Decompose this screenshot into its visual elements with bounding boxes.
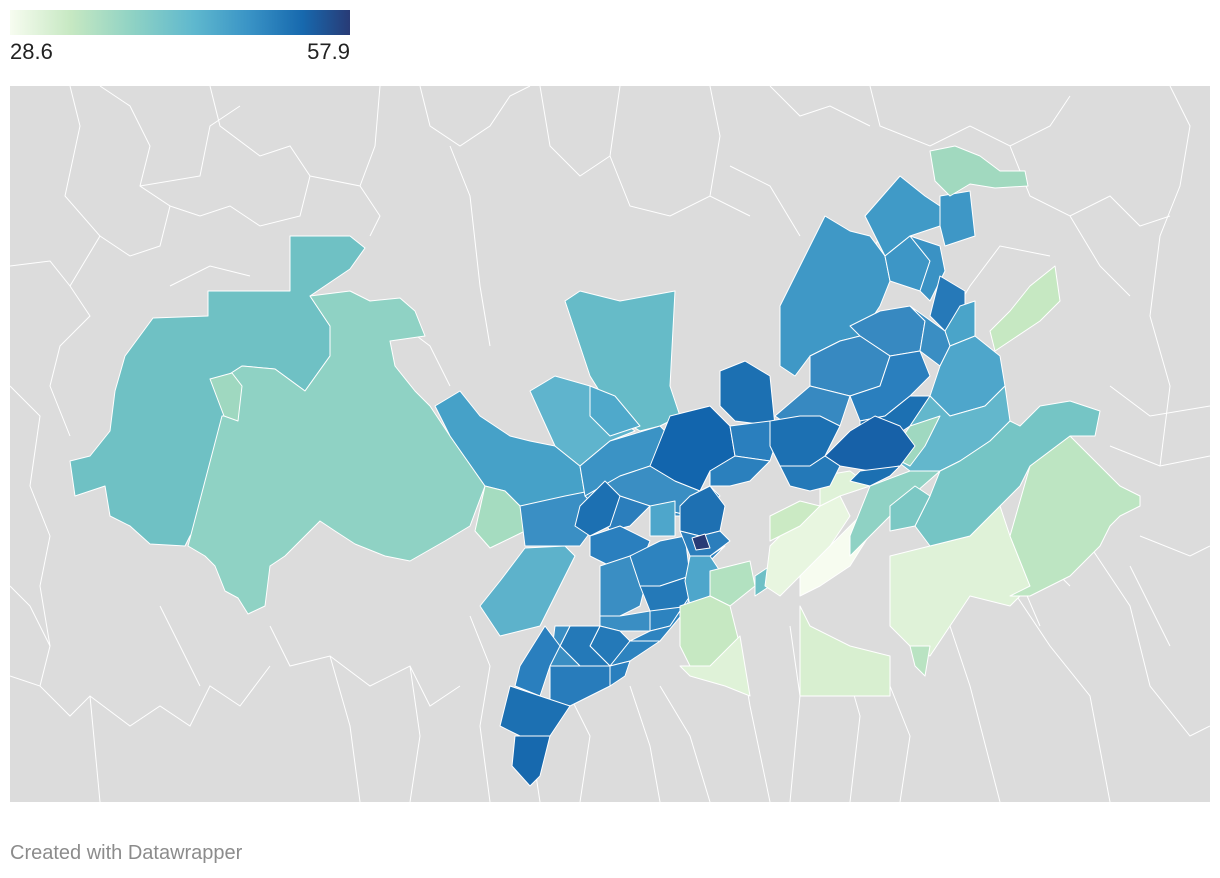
region-north-central-b: [589, 385, 641, 437]
region-southwest-teal: [479, 545, 576, 637]
region-city-dark: [691, 533, 711, 551]
region-ne-mid-teal-2: [889, 485, 931, 532]
region-city-green: [709, 560, 756, 607]
map-svg: [10, 86, 1210, 802]
region-ne-far: [929, 145, 1029, 197]
legend-labels: 28.6 57.9: [10, 35, 350, 64]
region-central-south-2: [649, 500, 676, 537]
region-east-pale-5: [799, 605, 891, 697]
region-south-a: [574, 480, 621, 537]
region-ne-dark-2: [849, 465, 901, 487]
region-north-central-small: [529, 375, 636, 467]
region-south-n: [549, 665, 611, 707]
region-east-green-small: [909, 645, 931, 677]
region-ne-center-blue-2: [779, 455, 841, 492]
region-central-dark-2: [719, 360, 776, 427]
region-south-o: [514, 625, 561, 697]
region-ne-strip: [989, 265, 1061, 352]
region-northeast-3: [939, 190, 976, 247]
region-northeast-1: [779, 215, 891, 377]
background-borders: [10, 86, 1210, 802]
credit-text: Created with Datawrapper: [10, 842, 243, 864]
choropleth-regions: [69, 145, 1141, 787]
legend-max-label: 57.9: [307, 39, 350, 64]
region-northeast-5: [909, 235, 946, 302]
region-city-pale: [679, 635, 751, 697]
region-south-tip: [511, 735, 551, 787]
choropleth-map[interactable]: [10, 86, 1210, 802]
region-east-pale-3: [769, 500, 821, 542]
legend-min-label: 28.6: [10, 39, 53, 64]
legend-gradient-bar: [10, 10, 350, 35]
region-west-inner: [209, 372, 243, 422]
region-east-light-green: [1009, 435, 1141, 597]
region-ne-mid-teal: [914, 400, 1101, 547]
color-legend: 28.6 57.9: [10, 10, 350, 64]
region-central-3: [729, 420, 776, 462]
region-south-m: [609, 660, 631, 687]
